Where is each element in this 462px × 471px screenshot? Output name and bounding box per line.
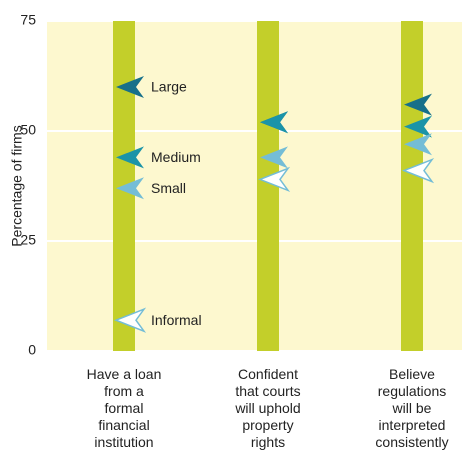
arrow-marker [116,177,144,200]
x-tick-label: Confident that courts will uphold proper… [235,366,301,450]
x-tick-label: Have a loan from a formal financial inst… [86,366,162,450]
arrow-marker [404,93,432,116]
arrow-marker [257,166,291,193]
series-label: Informal [151,312,202,328]
category-bar [401,21,423,351]
arrow-marker [260,146,288,169]
arrow-marker [401,157,435,184]
plot-background [47,21,462,351]
arrow-marker [260,111,288,134]
arrow-marker [116,146,144,169]
y-tick-label: 50 [20,122,36,138]
series-label: Large [151,79,187,95]
y-tick-label: 75 [20,12,36,28]
y-axis-label: Percentage of firms [9,125,25,246]
series-label: Medium [151,149,201,165]
series-label: Small [151,180,186,196]
arrow-marker [404,115,432,138]
arrow-marker [404,133,432,156]
arrow-marker [113,307,147,333]
category-bar [257,21,279,351]
y-tick-label: 0 [28,342,36,358]
x-tick-label: Believe regulations will be interpreted … [375,366,449,450]
y-tick-label: 25 [20,232,36,248]
arrow-marker [116,76,144,98]
